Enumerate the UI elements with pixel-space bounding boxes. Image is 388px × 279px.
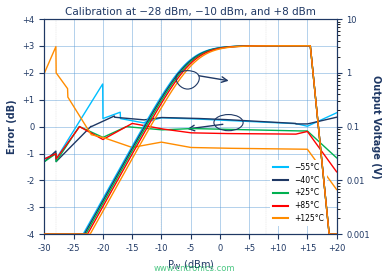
Line: +85°C: +85°C (45, 123, 337, 172)
+85°C (171, 129, 176, 132)
-55°C (72, 128, 76, 131)
-55°C (243, 120, 248, 123)
+85°C (243, 132, 248, 135)
X-axis label: P$_{IN}$ (dBm): P$_{IN}$ (dBm) (167, 258, 214, 272)
+25°C (243, 128, 248, 131)
-55°C (275, 121, 280, 124)
+125°C (72, 106, 77, 110)
-40°C (243, 119, 248, 122)
+85°C (161, 127, 165, 131)
Line: +25°C: +25°C (45, 126, 337, 162)
+85°C (42, 157, 47, 161)
Legend: −55°C, −40°C, +25°C, +85°C, +125°C: −55°C, −40°C, +25°C, +85°C, +125°C (270, 160, 327, 226)
+25°C (72, 132, 76, 136)
Y-axis label: Error (dB): Error (dB) (7, 99, 17, 154)
-55°C (270, 121, 275, 124)
Y-axis label: Output Voltage (V): Output Voltage (V) (371, 75, 381, 179)
+25°C (270, 129, 275, 132)
+85°C (334, 170, 339, 174)
+85°C (72, 132, 76, 136)
-40°C (42, 160, 47, 163)
+125°C (54, 45, 58, 48)
-55°C (171, 117, 176, 120)
+85°C (270, 132, 275, 136)
+125°C (243, 147, 248, 150)
+125°C (161, 141, 165, 144)
+25°C (171, 128, 176, 131)
+25°C (42, 160, 47, 163)
+25°C (161, 128, 165, 131)
+125°C (275, 147, 280, 151)
+25°C (334, 156, 339, 160)
+125°C (334, 188, 339, 191)
+125°C (171, 143, 176, 146)
+25°C (77, 125, 81, 128)
-55°C (42, 157, 47, 161)
-40°C (270, 121, 275, 124)
-55°C (334, 111, 339, 114)
Line: +125°C: +125°C (45, 47, 337, 189)
-40°C (275, 121, 280, 124)
+25°C (275, 129, 280, 132)
Line: -55°C: -55°C (45, 84, 337, 159)
-40°C (161, 116, 165, 119)
+85°C (130, 122, 135, 125)
-55°C (161, 116, 165, 119)
-40°C (112, 114, 117, 118)
-40°C (72, 141, 76, 145)
+125°C (270, 147, 275, 151)
-40°C (171, 116, 176, 119)
-55°C (100, 82, 105, 86)
Title: Calibration at −28 dBm, −10 dBm, and +8 dBm: Calibration at −28 dBm, −10 dBm, and +8 … (65, 7, 316, 17)
+85°C (275, 132, 280, 136)
-40°C (334, 116, 339, 119)
+125°C (42, 71, 47, 74)
Line: -40°C: -40°C (45, 116, 337, 162)
Text: www.cntronics.com: www.cntronics.com (153, 264, 235, 273)
